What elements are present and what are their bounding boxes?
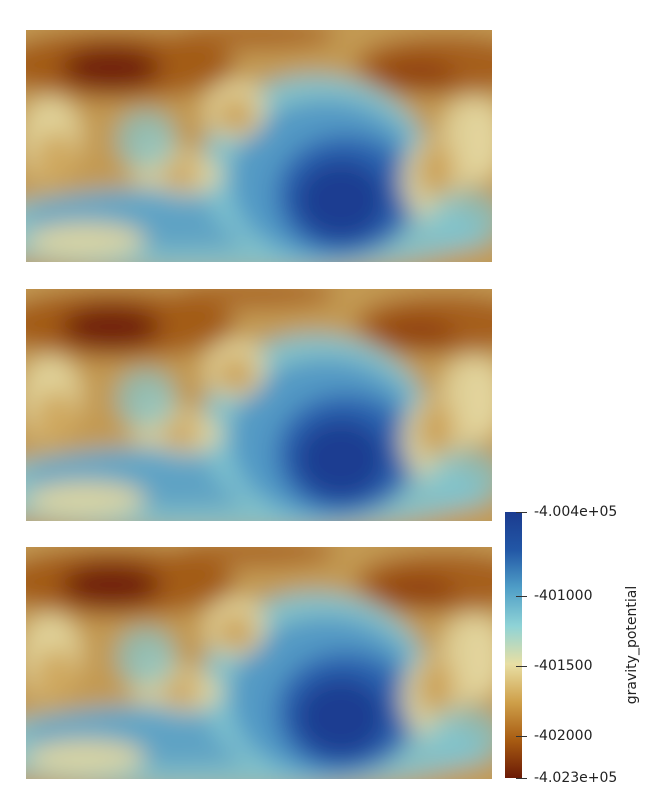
colorbar-tick-3	[516, 736, 527, 737]
field-blob-2	[61, 563, 161, 607]
field-blob-19	[161, 163, 201, 187]
field-blob-15	[296, 160, 386, 240]
field-blob-17	[218, 356, 254, 392]
colorbar-tick-label-3: -402000	[534, 728, 593, 744]
field-blob-20	[34, 391, 78, 447]
colorbar-tick-1	[516, 596, 527, 597]
field-blob-23	[116, 369, 176, 429]
heatmap-panel-top	[26, 30, 492, 262]
colorbar-tick-4	[516, 778, 527, 779]
colorbar-tick-label-1: -401000	[534, 588, 593, 604]
field-blob-17	[218, 97, 254, 133]
field-blob-25	[468, 100, 492, 180]
field-blob-11	[26, 222, 146, 258]
field-blob-11	[26, 481, 146, 517]
field-blob-24	[426, 449, 492, 509]
colorbar-tick-label-2: -401500	[534, 658, 593, 674]
field-blob-4	[376, 57, 456, 93]
field-blob-23	[116, 627, 176, 687]
field-blob-20	[34, 132, 78, 188]
field-blob-22	[418, 142, 454, 198]
colorbar-tick-label-0: -4.004e+05	[534, 504, 618, 520]
field-blob-22	[418, 401, 454, 457]
field-blob-19	[161, 422, 201, 446]
field-blob-24	[426, 707, 492, 767]
field-blob-25	[468, 359, 492, 439]
field-blob-11	[26, 739, 146, 775]
colorbar-tick-0	[516, 512, 527, 513]
heatmap-svg-2	[26, 547, 492, 779]
field-blob-15	[296, 677, 386, 757]
field-blob-23	[116, 110, 176, 170]
field-blob-2	[61, 46, 161, 90]
heatmap-svg-0	[26, 30, 492, 262]
field-blob-2	[61, 305, 161, 349]
field-blob-4	[376, 316, 456, 352]
colorbar-title: gravity_potential	[624, 585, 640, 705]
field-blob-24	[426, 190, 492, 250]
heatmap-svg-1	[26, 289, 492, 521]
field-blob-5	[176, 30, 336, 50]
field-blob-5	[176, 547, 336, 567]
colorbar-tick-2	[516, 666, 527, 667]
field-blob-5	[176, 289, 336, 309]
field-blob-25	[468, 617, 492, 697]
field-blob-22	[418, 659, 454, 715]
heatmap-panel-bottom	[26, 547, 492, 779]
field-blob-17	[218, 614, 254, 650]
field-blob-19	[161, 680, 201, 704]
colorbar-tick-label-4: -4.023e+05	[534, 770, 618, 786]
colorbar	[505, 512, 522, 778]
field-blob-4	[376, 574, 456, 610]
heatmap-panel-middle	[26, 289, 492, 521]
field-blob-20	[34, 649, 78, 705]
field-blob-15	[296, 419, 386, 499]
